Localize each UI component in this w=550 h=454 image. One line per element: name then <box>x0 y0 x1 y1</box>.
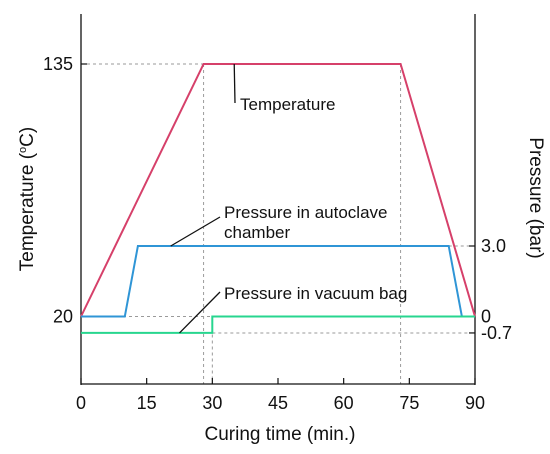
series-line-3 <box>81 315 475 334</box>
x-axis-title: Curing time (min.) <box>205 424 356 445</box>
right-tick-label-0: 0 <box>481 307 491 327</box>
series-line-1 <box>80 63 476 317</box>
reference-guides <box>81 63 475 384</box>
annotation-label-3-1: Pressure in vacuum bag <box>224 284 407 303</box>
left-axis-title: Temperature (oC) <box>17 127 38 271</box>
axes <box>80 14 476 385</box>
x-tick-label-30: 30 <box>202 393 222 413</box>
annotation-leader-1 <box>233 63 236 104</box>
right-tick-label-3.0: 3.0 <box>481 236 506 256</box>
x-tick-label-45: 45 <box>268 393 288 413</box>
x-tick-label-15: 15 <box>137 393 157 413</box>
x-tick-label-75: 75 <box>399 393 419 413</box>
annotation-leader-3 <box>179 291 221 334</box>
annotation-label-1-1: Temperature <box>240 95 335 114</box>
left-tick-label-135: 135 <box>43 54 73 74</box>
annotation-label-2-2: chamber <box>224 223 290 242</box>
series-line-2 <box>81 245 475 318</box>
right-axis-title: Pressure (bar) <box>525 137 546 258</box>
x-tick-label-0: 0 <box>76 393 86 413</box>
data-series <box>80 63 476 334</box>
x-tick-label-60: 60 <box>334 393 354 413</box>
annotation-leader-2 <box>170 216 221 247</box>
left-tick-label-20: 20 <box>53 307 73 327</box>
right-tick-label--0.7: -0.7 <box>481 323 512 343</box>
annotation-label-2-1: Pressure in autoclave <box>224 203 387 222</box>
x-tick-label-90: 90 <box>465 393 485 413</box>
